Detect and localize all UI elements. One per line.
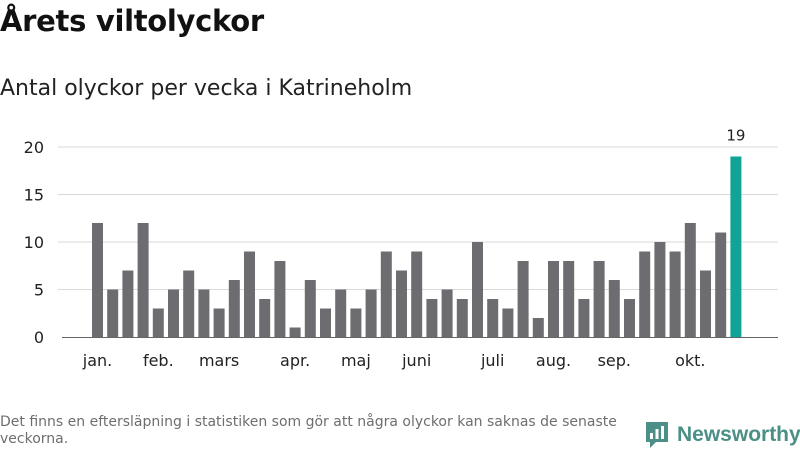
y-tick-label: 10: [24, 233, 44, 252]
bar: [669, 251, 681, 337]
y-axis-ticks: 0 5 10 15 20: [24, 138, 44, 347]
y-tick-label: 15: [24, 186, 44, 205]
bar: [700, 270, 711, 337]
y-tick-label: 0: [34, 328, 44, 347]
x-tick-label: maj: [341, 351, 371, 370]
bar: [244, 251, 255, 337]
bar: [411, 251, 423, 337]
bar: [456, 299, 468, 337]
bar: [213, 308, 225, 337]
bar: [593, 261, 605, 337]
bar: [289, 327, 301, 337]
y-tick-label: 5: [34, 281, 44, 300]
x-axis-ticks: jan. feb. mars apr. maj juni juli aug. sep. okt.: [82, 351, 706, 370]
x-tick-label: sep.: [598, 351, 631, 370]
bar: [532, 318, 544, 337]
bar: [715, 232, 727, 337]
bar: [350, 308, 362, 337]
bar: [563, 261, 575, 337]
bar: [335, 289, 347, 337]
bar: [396, 270, 407, 337]
bar: [122, 270, 134, 337]
bar: [365, 289, 377, 337]
x-tick-label: feb.: [143, 351, 174, 370]
bar-chart: 0 5 10 15 20 19 jan. feb. mars apr. maj juni juli a…: [24, 127, 778, 370]
bar: [183, 270, 195, 337]
chart-title: Årets viltolyckor: [0, 4, 264, 38]
bars: [92, 156, 742, 337]
chart-subtitle: Antal olyckor per vecka i Katrineholm: [0, 76, 413, 101]
bar: [92, 223, 103, 337]
bar: [608, 280, 620, 337]
bar: [152, 308, 164, 337]
y-tick-label: 20: [24, 138, 44, 157]
bar: [107, 289, 119, 337]
x-tick-label: jan.: [82, 351, 112, 370]
x-tick-label: aug.: [536, 351, 571, 370]
brand-name: Newsworthy: [677, 423, 800, 446]
bar: [684, 223, 696, 337]
bar: [426, 299, 438, 337]
bar: [441, 289, 453, 337]
bar: [472, 242, 483, 337]
data-label-latest: 19: [726, 127, 745, 145]
bar: [168, 289, 179, 337]
bar: [502, 308, 514, 337]
data-labels: 19: [726, 127, 745, 145]
bar-chart-speech-bubble-icon: [646, 422, 668, 448]
bar: [320, 308, 331, 337]
bar: [228, 280, 240, 337]
bar: [380, 251, 392, 337]
x-tick-label: okt.: [675, 351, 705, 370]
x-tick-label: juli: [480, 351, 504, 370]
bar: [548, 261, 559, 337]
bar-highlight: [730, 156, 742, 337]
bar: [259, 299, 271, 337]
bar: [654, 242, 666, 337]
bar: [137, 223, 149, 337]
bar: [578, 299, 590, 337]
footnote: Det finns en eftersläpning i statistiken…: [0, 414, 617, 447]
bar: [517, 261, 529, 337]
x-tick-label: mars: [199, 351, 239, 370]
x-tick-label: apr.: [280, 351, 310, 370]
bar: [198, 289, 210, 337]
bar: [487, 299, 499, 337]
bar: [304, 280, 316, 337]
bar: [639, 251, 651, 337]
bar: [624, 299, 635, 337]
brand-logo[interactable]: Newsworthy: [644, 420, 800, 450]
bar: [274, 261, 286, 337]
x-tick-label: juni: [401, 351, 431, 370]
